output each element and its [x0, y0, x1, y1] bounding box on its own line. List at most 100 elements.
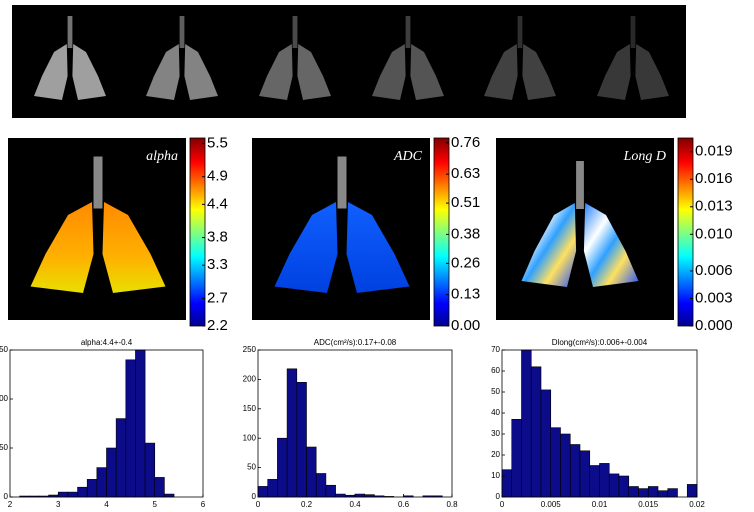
colorbar-tick-label: 0.38	[451, 225, 480, 242]
chart-title: ADC(cm²/s):0.17+-0.08	[314, 338, 397, 347]
bar	[125, 359, 136, 498]
y-tick-label: 0	[4, 492, 9, 501]
bar	[354, 493, 365, 498]
bar	[267, 479, 278, 498]
y-tick-label: 200	[243, 375, 257, 384]
bar	[550, 427, 561, 498]
y-tick-label: 0	[496, 492, 501, 501]
y-tick-label: 150	[0, 345, 9, 354]
x-tick-label: 2	[8, 500, 13, 509]
y-tick-label: 250	[243, 345, 257, 354]
x-tick-label: 0.2	[301, 500, 313, 509]
y-tick-label: 50	[491, 387, 500, 396]
bar	[589, 465, 600, 498]
x-tick-label: 5	[153, 500, 158, 509]
colorbar-tick-label: 0.63	[451, 165, 480, 182]
bar	[638, 488, 649, 498]
y-tick-label: 30	[491, 429, 500, 438]
bar	[135, 349, 146, 498]
bar	[57, 491, 69, 498]
colorbar-tick-label: 0.016	[695, 170, 733, 187]
colorbar-tick-label: 0.013	[695, 198, 733, 215]
bar	[628, 486, 639, 498]
x-tick-label: 0.4	[349, 500, 361, 509]
colorbar-tick-label: 0.00	[451, 317, 480, 334]
chart-title: alpha:4.4+-0.4	[81, 338, 133, 347]
bar	[599, 463, 610, 498]
bar	[667, 488, 678, 498]
y-tick-label: 60	[491, 366, 500, 375]
bar	[325, 484, 336, 498]
colorbar-tick-label: 2.2	[207, 317, 228, 334]
image-strip	[12, 5, 686, 118]
bar	[286, 368, 298, 498]
bar	[569, 444, 581, 498]
colorbar-tick-label: 4.9	[207, 168, 228, 185]
colorbar-tick-label: 3.3	[207, 256, 228, 273]
bar	[618, 475, 630, 498]
y-tick-label: 150	[243, 404, 257, 413]
x-tick-label: 0.8	[446, 500, 458, 509]
y-tick-label: 50	[247, 463, 256, 472]
y-tick-label: 40	[491, 408, 500, 417]
colorbar-tick-label: 0.003	[695, 289, 733, 306]
bar	[501, 469, 513, 498]
y-tick-label: 50	[0, 443, 9, 452]
bar	[540, 389, 552, 498]
bar	[115, 418, 127, 498]
bar	[521, 349, 532, 498]
colorbar-tick-label: 0.26	[451, 254, 480, 271]
colorbar-tick-label: 5.5	[207, 134, 228, 151]
y-tick-label: 10	[491, 471, 500, 480]
bar	[530, 366, 542, 498]
bar	[77, 486, 88, 498]
x-tick-label: 0.6	[398, 500, 410, 509]
bar	[315, 473, 327, 498]
x-tick-label: 0.02	[689, 500, 705, 509]
bar	[257, 486, 268, 498]
colorbar-tick-label: 4.4	[207, 195, 228, 212]
y-tick-label: 0	[252, 492, 257, 501]
bar	[608, 473, 620, 498]
bar	[647, 486, 659, 498]
x-tick-label: 0.01	[592, 500, 608, 509]
x-tick-label: 0	[500, 500, 505, 509]
colorbar-tick-label: 0.76	[451, 134, 480, 151]
colorbar	[189, 137, 206, 327]
y-tick-label: 100	[0, 394, 9, 403]
y-tick-label: 100	[243, 433, 257, 442]
colorbar-tick-label: 0.006	[695, 262, 733, 279]
bar	[67, 491, 78, 498]
chart-title: Dlong(cm²/s):0.006+-0.004	[552, 338, 648, 347]
bar	[306, 446, 317, 498]
colorbar-tick-label: 0.000	[695, 317, 733, 334]
bar	[86, 479, 98, 498]
bar	[511, 418, 522, 498]
y-tick-label: 20	[491, 450, 500, 459]
bar	[657, 490, 669, 498]
map-label: Long D	[623, 149, 666, 164]
bar	[96, 467, 107, 498]
colorbar-tick-label: 2.7	[207, 289, 228, 306]
x-tick-label: 6	[201, 500, 206, 509]
colorbar-tick-label: 0.51	[451, 194, 480, 211]
map-label: ADC	[393, 149, 423, 164]
colorbar-tick-label: 0.13	[451, 286, 480, 303]
bar	[106, 447, 117, 498]
bar	[164, 493, 175, 498]
bar	[579, 450, 591, 498]
colorbar-tick-label: 0.010	[695, 225, 733, 242]
x-tick-label: 0	[256, 500, 261, 509]
bar	[277, 437, 288, 498]
bar	[144, 442, 156, 498]
bar	[154, 477, 165, 498]
bar	[296, 382, 307, 498]
x-tick-label: 0.005	[541, 500, 562, 509]
bar	[560, 433, 571, 498]
x-tick-label: 0.015	[638, 500, 659, 509]
colorbar	[677, 137, 694, 327]
x-tick-label: 3	[56, 500, 61, 509]
x-tick-label: 4	[104, 500, 109, 509]
colorbar-tick-label: 0.019	[695, 143, 733, 160]
